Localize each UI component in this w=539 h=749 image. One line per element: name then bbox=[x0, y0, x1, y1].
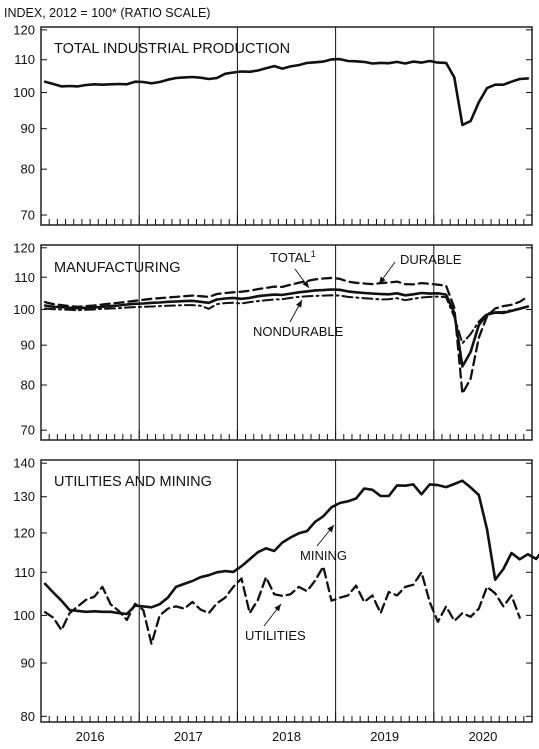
series-label-mining: MINING bbox=[300, 548, 347, 563]
y-tick-label: 70 bbox=[21, 423, 35, 438]
y-tick-label: 120 bbox=[13, 525, 35, 540]
x-axis-year-labels: 2016 2017 2018 2019 2020 bbox=[76, 729, 498, 744]
leader-arrowhead bbox=[296, 300, 302, 308]
series-label-nondurable: NONDURABLE bbox=[253, 324, 344, 339]
y-tick-label: 100 bbox=[13, 608, 35, 623]
panel-frame bbox=[40, 26, 533, 226]
x-year-label: 2017 bbox=[174, 729, 203, 744]
y-tick-label: 80 bbox=[21, 378, 35, 393]
panel-title: UTILITIES AND MINING bbox=[54, 474, 212, 490]
y-tick-label: 70 bbox=[21, 208, 35, 223]
x-year-label: 2018 bbox=[272, 729, 301, 744]
y-tick-label: 120 bbox=[13, 22, 35, 37]
series-line-mining bbox=[43, 479, 539, 616]
panel-3: 80 90 100 110 120 130 140 UTILITIES AND MINING M… bbox=[13, 456, 539, 724]
series-line-utilities bbox=[43, 565, 521, 646]
leader-arrowhead bbox=[379, 276, 386, 284]
y-tick-label: 120 bbox=[13, 240, 35, 255]
leader-arrowhead bbox=[327, 525, 334, 533]
y-tick-label: 110 bbox=[14, 565, 35, 580]
panel-title: TOTAL INDUSTRIAL PRODUCTION bbox=[54, 41, 290, 57]
y-tick-label: 90 bbox=[21, 656, 35, 671]
y-tick-label: 140 bbox=[13, 456, 35, 471]
series-label-utilities: UTILITIES bbox=[245, 628, 306, 643]
y-tick-label: 90 bbox=[21, 121, 35, 136]
y-tick-label: 110 bbox=[14, 270, 35, 285]
y-tick-label: 90 bbox=[21, 338, 35, 353]
y-tick-label: 100 bbox=[13, 302, 35, 317]
panel-title: MANUFACTURING bbox=[54, 260, 180, 276]
panel-2: 70 80 90 100 110 120 MANUFACTURING TOTAL1 DURABL… bbox=[13, 240, 533, 441]
panel-frame bbox=[40, 459, 533, 723]
panel-frame bbox=[40, 244, 533, 441]
series-line-total bbox=[43, 288, 530, 368]
series-label-total: TOTAL1 bbox=[270, 249, 316, 265]
y-tick-label: 80 bbox=[21, 162, 35, 177]
y-axis-header-label: INDEX, 2012 = 100* (RATIO SCALE) bbox=[4, 6, 210, 20]
y-tick-label: 80 bbox=[21, 709, 35, 724]
series-line-total_ip bbox=[43, 57, 530, 127]
series-line-durable bbox=[43, 276, 530, 395]
y-tick-label: 100 bbox=[13, 85, 35, 100]
panel-1: 70 80 90 100 110 120 TOTAL INDUSTRIAL PRODUCTI… bbox=[13, 22, 533, 226]
x-year-label: 2019 bbox=[370, 729, 399, 744]
series-label-durable: DURABLE bbox=[400, 252, 462, 267]
footnote-marker: 1 bbox=[311, 249, 316, 259]
series-line-nondurable bbox=[44, 294, 529, 345]
x-year-label: 2020 bbox=[468, 729, 497, 744]
chart-panels: 70 80 90 100 110 120 TOTAL INDUSTRIAL PRODUCTI… bbox=[13, 22, 539, 724]
x-year-label: 2016 bbox=[76, 729, 105, 744]
y-tick-label: 130 bbox=[13, 489, 35, 504]
leader-arrowhead bbox=[274, 604, 281, 612]
leader-arrowhead bbox=[302, 280, 309, 288]
y-tick-label: 110 bbox=[14, 52, 35, 67]
